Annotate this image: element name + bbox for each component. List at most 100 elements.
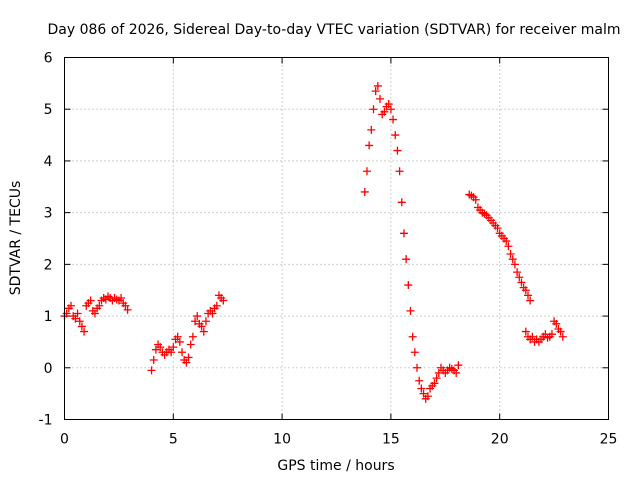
data-point xyxy=(367,125,376,134)
data-point xyxy=(197,322,206,331)
data-point xyxy=(376,94,385,103)
data-point xyxy=(417,384,426,393)
data-point xyxy=(402,255,411,264)
data-point xyxy=(121,301,130,310)
y-tick-label: 1 xyxy=(44,309,53,325)
data-point xyxy=(77,322,86,331)
data-point xyxy=(408,332,417,341)
y-tick-label: 2 xyxy=(44,257,53,273)
data-point xyxy=(395,167,404,176)
data-point xyxy=(547,330,556,339)
series-segment-3 xyxy=(360,81,463,403)
data-point xyxy=(371,87,380,96)
data-point xyxy=(151,345,160,354)
grid-layer xyxy=(64,57,609,420)
data-point xyxy=(399,229,408,238)
tick-label-layer: 0 5 10 15 20 25 -1 0 1 2 3 4 5 6 xyxy=(39,51,618,448)
data-point xyxy=(90,309,99,318)
data-point xyxy=(362,167,371,176)
data-point xyxy=(117,293,126,302)
data-point xyxy=(413,363,422,372)
y-tick-label: 3 xyxy=(44,206,53,222)
data-point xyxy=(369,105,378,114)
data-point xyxy=(471,195,480,204)
data-point xyxy=(493,224,502,233)
series-segment-2 xyxy=(147,291,228,375)
data-point xyxy=(175,337,184,346)
data-point xyxy=(410,348,419,357)
x-tick-label: 15 xyxy=(382,432,400,448)
series-segment-1 xyxy=(60,292,132,336)
y-tick-label: 0 xyxy=(44,361,53,377)
data-point xyxy=(178,348,187,357)
data-point xyxy=(521,327,530,336)
data-point xyxy=(502,237,511,246)
data-point xyxy=(391,131,400,140)
data-point xyxy=(521,286,530,295)
data-point xyxy=(123,305,132,314)
data-point xyxy=(193,312,202,321)
x-tick-label: 20 xyxy=(491,432,509,448)
data-point xyxy=(365,141,374,150)
plot-frame xyxy=(64,57,609,420)
data-point xyxy=(219,296,228,305)
y-axis-label: SDTVAR / TECUs xyxy=(8,181,24,296)
data-point xyxy=(80,327,89,336)
data-point xyxy=(184,353,193,362)
tick-layer xyxy=(64,57,609,420)
data-point xyxy=(515,273,524,282)
data-point xyxy=(169,343,178,352)
data-point xyxy=(173,332,182,341)
data-point xyxy=(389,115,398,124)
data-point xyxy=(71,314,80,323)
y-tick-label: -1 xyxy=(39,413,53,429)
data-point xyxy=(212,301,221,310)
data-point xyxy=(406,306,415,315)
data-point xyxy=(360,187,369,196)
data-point xyxy=(182,358,191,367)
data-point xyxy=(552,319,561,328)
data-point xyxy=(454,361,463,370)
data-point xyxy=(404,281,413,290)
data-point xyxy=(156,343,165,352)
data-point xyxy=(95,301,104,310)
data-point xyxy=(147,366,156,375)
data-point xyxy=(186,340,195,349)
data-point xyxy=(86,296,95,305)
data-point xyxy=(415,376,424,385)
data-point xyxy=(523,291,532,300)
data-point xyxy=(397,198,406,207)
data-point xyxy=(380,107,389,116)
data-point xyxy=(513,268,522,277)
data-point xyxy=(558,332,567,341)
data-point xyxy=(556,327,565,336)
data-point xyxy=(526,296,535,305)
data-point xyxy=(167,348,176,357)
data-point xyxy=(430,379,439,388)
chart-title: Day 086 of 2026, Sidereal Day-to-day VTE… xyxy=(48,22,621,38)
y-tick-label: 6 xyxy=(44,51,53,67)
data-point xyxy=(188,332,197,341)
data-point xyxy=(75,317,84,326)
y-tick-label: 4 xyxy=(44,154,53,170)
x-tick-label: 25 xyxy=(600,432,618,448)
data-point xyxy=(191,317,200,326)
data-point xyxy=(423,392,432,401)
data-point xyxy=(528,332,537,341)
data-point xyxy=(419,389,428,398)
data-point xyxy=(506,250,515,259)
data-point xyxy=(199,327,208,336)
data-point xyxy=(517,278,526,287)
data-point xyxy=(201,317,210,326)
data-point xyxy=(149,356,158,365)
series-segment-5 xyxy=(521,317,567,346)
data-point xyxy=(432,374,441,383)
data-point xyxy=(208,309,217,318)
data-point xyxy=(73,309,82,318)
data-point xyxy=(67,301,76,310)
data-point xyxy=(452,368,461,377)
series-segment-4 xyxy=(465,190,535,305)
data-point xyxy=(384,100,393,109)
data-point xyxy=(508,255,517,264)
